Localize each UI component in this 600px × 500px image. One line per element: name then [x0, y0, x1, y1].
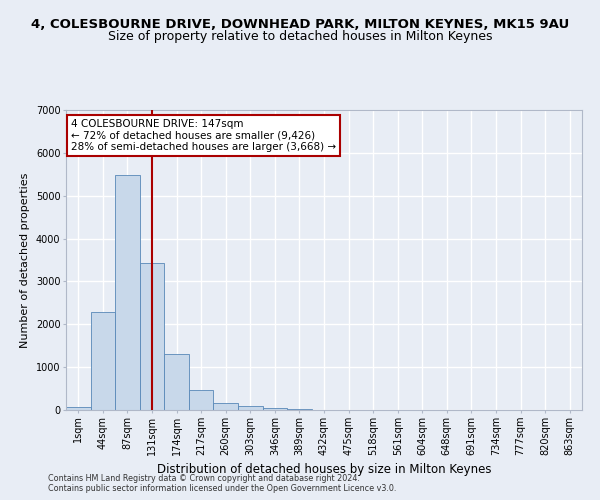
Bar [214, 402, 238, 410]
Bar [189, 390, 214, 410]
Text: Contains HM Land Registry data © Crown copyright and database right 2024.: Contains HM Land Registry data © Crown c… [48, 474, 360, 483]
Y-axis label: Number of detached properties: Number of detached properties [20, 172, 30, 348]
Bar [164, 354, 189, 410]
Bar [66, 406, 91, 410]
Bar [263, 408, 287, 410]
Bar [287, 408, 312, 410]
X-axis label: Distribution of detached houses by size in Milton Keynes: Distribution of detached houses by size … [157, 464, 491, 476]
Text: 4 COLESBOURNE DRIVE: 147sqm
← 72% of detached houses are smaller (9,426)
28% of : 4 COLESBOURNE DRIVE: 147sqm ← 72% of det… [71, 119, 336, 152]
Bar [238, 406, 263, 410]
Text: Size of property relative to detached houses in Milton Keynes: Size of property relative to detached ho… [108, 30, 492, 43]
Bar [140, 263, 164, 410]
Text: Contains public sector information licensed under the Open Government Licence v3: Contains public sector information licen… [48, 484, 397, 493]
Text: 4, COLESBOURNE DRIVE, DOWNHEAD PARK, MILTON KEYNES, MK15 9AU: 4, COLESBOURNE DRIVE, DOWNHEAD PARK, MIL… [31, 18, 569, 30]
Bar [91, 312, 115, 410]
Bar [115, 175, 140, 410]
